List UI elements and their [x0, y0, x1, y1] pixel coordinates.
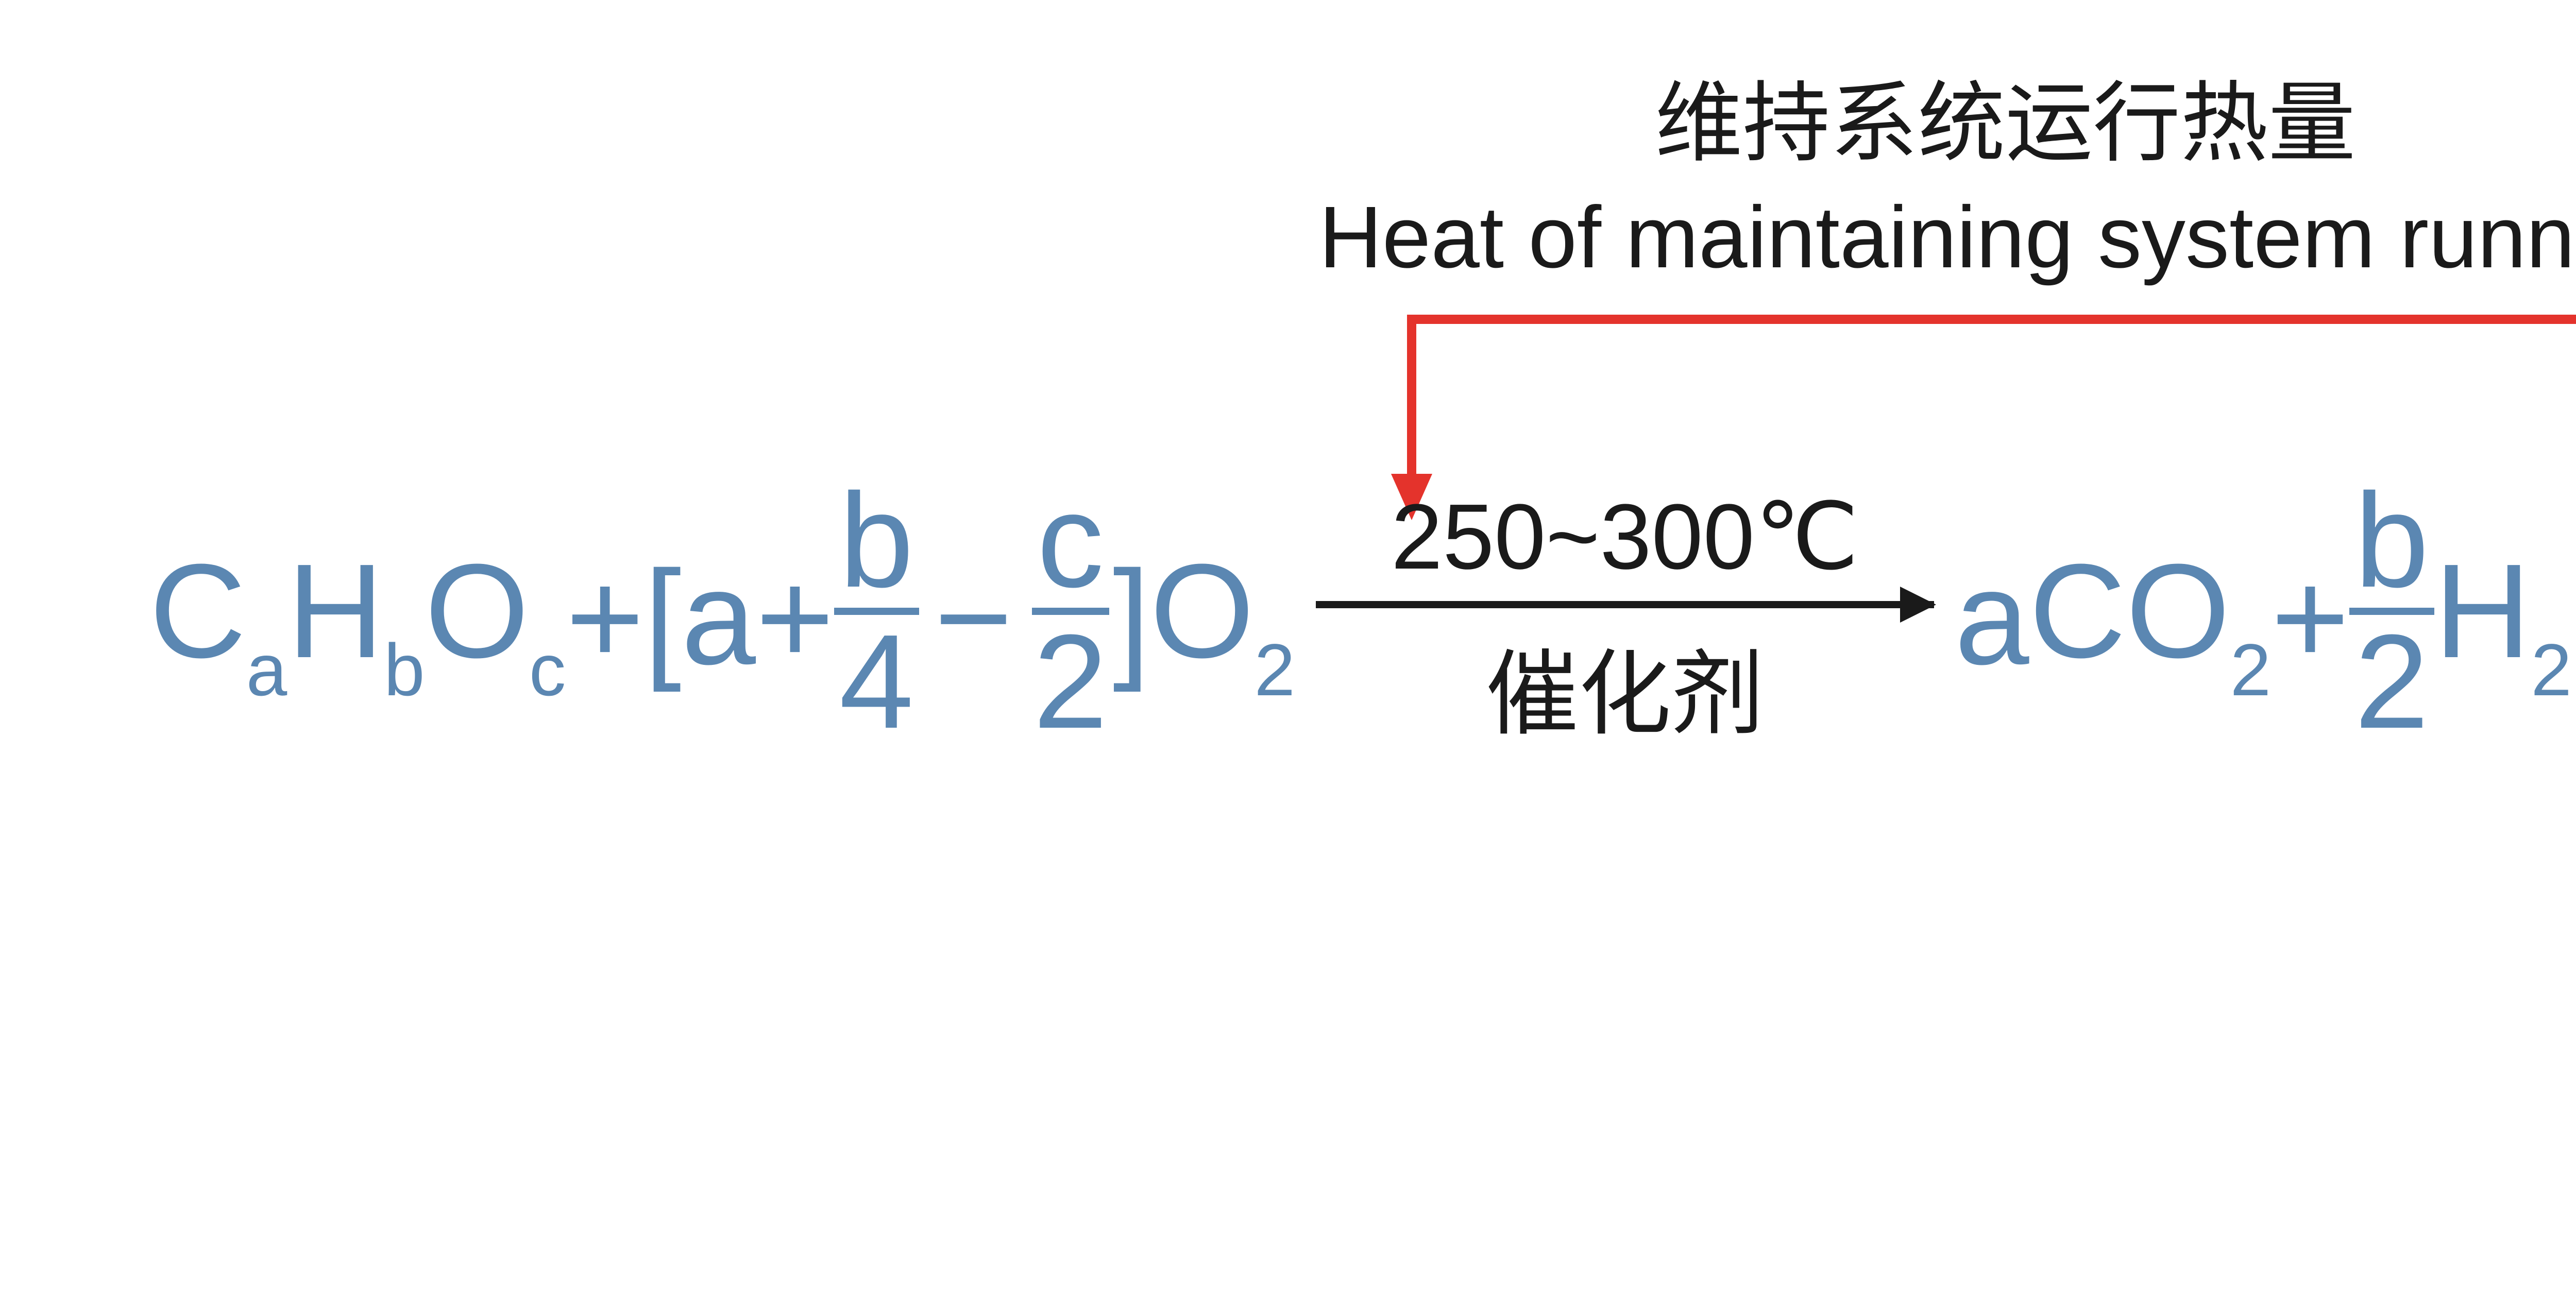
- plus-1: +: [566, 541, 644, 695]
- chemical-equation: CaHbOc + [ a + b 4 − c 2 ] O2 250~300℃ 催…: [149, 464, 2576, 773]
- equation-container: CaHbOc + [ a + b 4 − c 2 ] O2 250~300℃ 催…: [149, 464, 2576, 773]
- feedback-label-cn: 维持系统运行热量: [1319, 67, 2576, 181]
- co2-O: O: [2126, 537, 2230, 686]
- o2-sub: 2: [1254, 629, 1295, 711]
- sym-C: C: [149, 537, 246, 686]
- minus: −: [919, 541, 1028, 695]
- prod-coeff-a: a: [1955, 541, 2029, 695]
- reactant-compound: CaHbOc: [149, 535, 566, 702]
- reaction-arrow: 250~300℃ 催化剂: [1316, 483, 1934, 753]
- co2-sub: 2: [2230, 629, 2272, 711]
- sym-H: H: [287, 537, 384, 686]
- prod-frac-den: 2: [2349, 615, 2434, 749]
- bracket-close: ]: [1113, 541, 1150, 695]
- reactant-O2: O2: [1150, 535, 1295, 702]
- prod-plus-1: +: [2271, 541, 2349, 695]
- feedback-heat-label: 维持系统运行热量 Heat of maintaining system runn…: [1319, 67, 2576, 295]
- frac1-den: 4: [834, 615, 919, 749]
- coeff-a: a: [681, 541, 756, 695]
- condition-catalyst: 催化剂: [1486, 608, 1764, 753]
- feedback-label-en: Heat of maintaining system running: [1319, 181, 2576, 295]
- frac1-num: b: [834, 474, 919, 615]
- condition-temperature: 250~300℃: [1391, 483, 1859, 601]
- fraction-b-over-4: b 4: [834, 474, 919, 749]
- reaction-arrow-line: [1316, 601, 1934, 608]
- product-CO2: CO2: [2029, 535, 2272, 702]
- sub-a: a: [246, 629, 287, 711]
- product-H2O: H2O: [2434, 535, 2576, 702]
- frac2-num: c: [1032, 474, 1109, 615]
- plus-2: +: [756, 541, 834, 695]
- bracket-open: [: [644, 541, 681, 695]
- sym-O: O: [425, 537, 529, 686]
- fraction-c-over-2: c 2: [1028, 474, 1113, 749]
- h2o-H: H: [2434, 537, 2531, 686]
- fraction-b-over-2: b 2: [2349, 474, 2434, 749]
- h2o-sub: 2: [2531, 629, 2572, 711]
- o2-O: O: [1150, 537, 1254, 686]
- h2o-O: O: [2572, 537, 2576, 686]
- co2-C: C: [2029, 537, 2126, 686]
- sub-c: c: [529, 629, 566, 711]
- sub-b: b: [384, 629, 425, 711]
- prod-frac-num: b: [2349, 474, 2434, 615]
- frac2-den: 2: [1028, 615, 1113, 749]
